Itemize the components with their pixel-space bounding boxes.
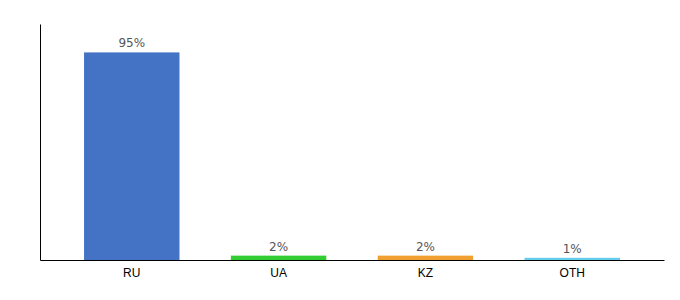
data-label: 2% — [416, 240, 435, 254]
bar — [378, 256, 473, 260]
bars — [84, 52, 620, 260]
x-axis: RU UA KZ OTH — [41, 261, 665, 280]
data-labels: 95% 2% 2% 1% — [118, 36, 581, 255]
x-tick-label: KZ — [418, 266, 433, 280]
x-axis-line — [41, 260, 665, 261]
bar — [231, 256, 326, 260]
x-tick-label: UA — [270, 266, 287, 280]
plot: 95% 2% 2% 1% RU UA KZ OTH — [41, 25, 665, 280]
x-tick: UA — [270, 266, 287, 280]
y-axis-line — [40, 25, 41, 261]
x-tick-label: RU — [123, 266, 140, 280]
chart: 95% 2% 2% 1% RU UA KZ OTH — [0, 0, 680, 300]
data-label: 1% — [563, 242, 582, 256]
x-tick: OTH — [560, 266, 585, 280]
bar — [525, 258, 620, 260]
x-tick: RU — [123, 266, 140, 280]
x-tick: KZ — [418, 266, 433, 280]
x-tick-label: OTH — [560, 266, 585, 280]
y-axis — [40, 25, 41, 261]
data-label: 95% — [118, 36, 145, 50]
data-label: 2% — [269, 240, 288, 254]
bar — [84, 52, 179, 260]
